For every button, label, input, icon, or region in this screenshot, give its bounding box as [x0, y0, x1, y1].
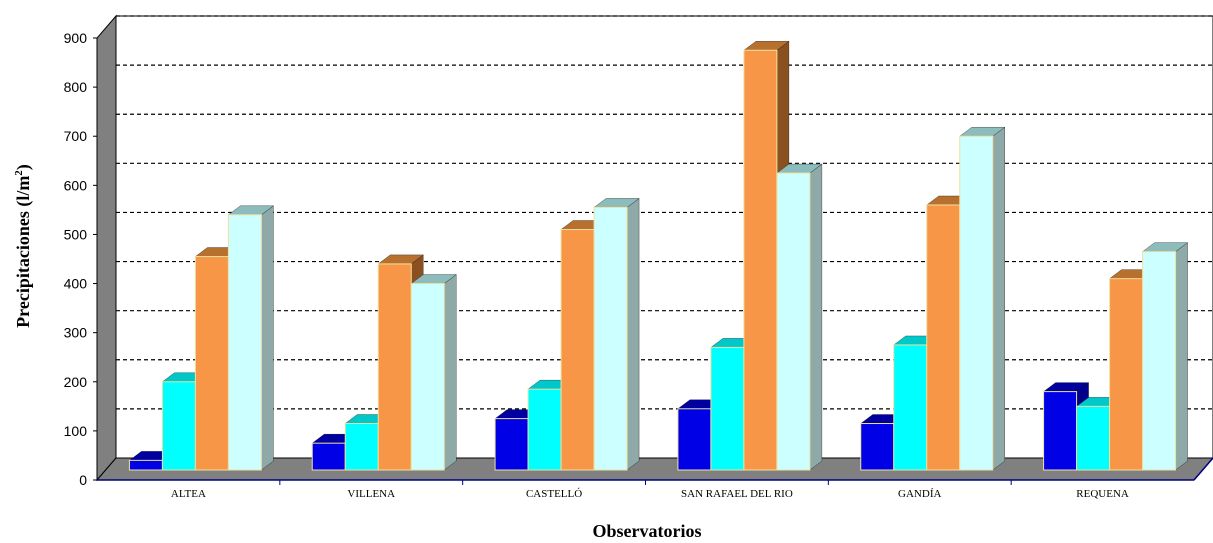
y-axis-title: Precipitaciones (l/m2)	[13, 164, 34, 328]
y-tick-label: 800	[64, 79, 88, 95]
bar-side	[809, 163, 823, 471]
bar-face	[776, 172, 811, 471]
x-category-label: CASTELLÓ	[526, 488, 582, 500]
y-tick-label: 200	[64, 374, 88, 390]
y-tick-label: 100	[64, 423, 88, 439]
x-category-label: VILLENA	[347, 488, 395, 500]
bar-side	[626, 198, 640, 471]
x-category-label: SAN RAFAEL DEL RIO	[681, 488, 793, 500]
bar-face	[860, 423, 895, 471]
bar-face	[593, 206, 628, 471]
gridlines	[116, 15, 1213, 410]
y-axis-title-main: Precipitaciones (l/m	[13, 176, 34, 328]
bar-face	[161, 381, 196, 471]
bar	[1142, 242, 1189, 471]
x-category-label: REQUENA	[1076, 488, 1129, 500]
bars	[128, 40, 1189, 471]
x-category-label: ALTEA	[171, 488, 206, 500]
x-axis-categories: ALTEA VILLENA CASTELLÓ SAN RAFAEL DEL RIO GA…	[171, 480, 1129, 500]
bar-face	[710, 346, 745, 471]
plot-side-wall	[96, 14, 117, 482]
y-axis-ticks: 0 100 200 300 400 500 600 700 800 900	[64, 30, 97, 488]
bar-face	[344, 423, 379, 471]
bar-face	[311, 442, 346, 471]
bar-face	[128, 459, 163, 471]
bar-face	[677, 408, 712, 471]
bar-face	[410, 283, 445, 471]
bar-face	[494, 418, 529, 471]
bar-face	[743, 49, 778, 471]
y-tick-label: 500	[64, 226, 88, 242]
bar	[593, 198, 640, 471]
y-tick-label: 300	[64, 325, 88, 341]
x-axis-depth-line	[1193, 457, 1213, 481]
bar	[227, 205, 274, 471]
bar-face	[1043, 391, 1078, 471]
bar-face	[1142, 251, 1177, 471]
bar-face	[926, 204, 961, 471]
bar-face	[893, 344, 928, 471]
y-tick-label: 900	[64, 30, 88, 46]
bar-face	[1109, 278, 1144, 471]
y-tick-label: 700	[64, 128, 88, 144]
y-axis-title-close: )	[13, 164, 34, 170]
y-tick-label: 0	[79, 472, 87, 488]
y-axis-title-sup: 2	[13, 170, 25, 176]
y-tick-label: 400	[64, 276, 88, 292]
bar-face	[377, 263, 412, 471]
bar-face	[527, 388, 562, 471]
x-category-label: GANDÍA	[898, 488, 941, 500]
bar-face	[227, 214, 262, 471]
bar-side	[261, 205, 274, 471]
bar-side	[1175, 242, 1188, 471]
bar-face	[560, 229, 595, 471]
bar-face	[959, 135, 994, 471]
bar	[959, 126, 1006, 471]
bar	[776, 163, 823, 471]
bar-face	[194, 256, 229, 471]
bar	[410, 274, 457, 471]
bar-side	[444, 274, 457, 471]
x-axis-title: Observatorios	[593, 521, 702, 541]
bar-side	[992, 126, 1005, 471]
y-tick-label: 600	[64, 177, 88, 193]
bar-face	[1076, 405, 1111, 471]
